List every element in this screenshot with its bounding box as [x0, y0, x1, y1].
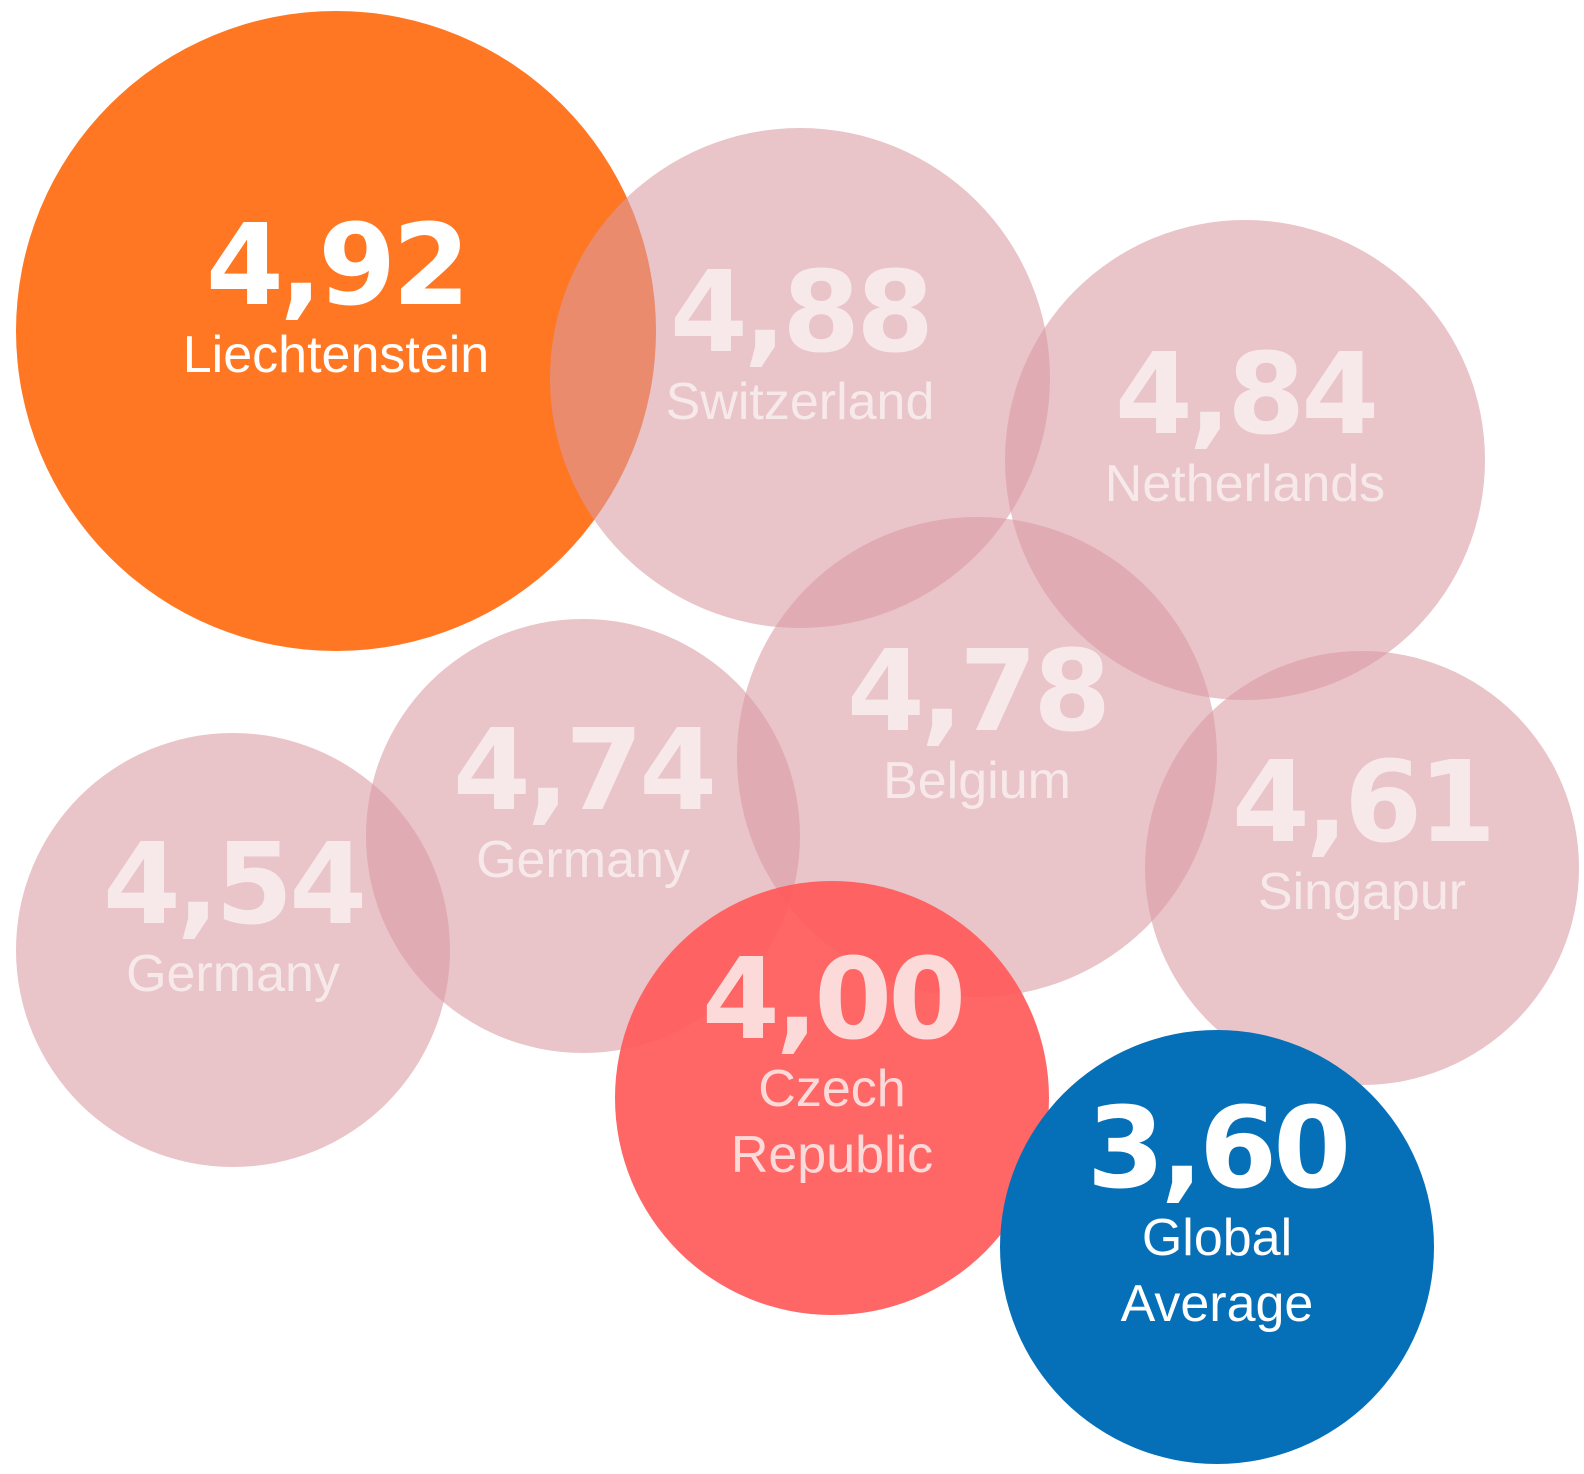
bubble-label: 4,74 Germany: [431, 504, 735, 1104]
category-label: Switzerland: [665, 373, 935, 431]
category-label: Czech Republic: [730, 1060, 934, 1184]
bubble-label: 4,92 Liechtenstein: [112, 0, 560, 599]
bubble: [550, 128, 1050, 628]
bubble: [615, 881, 1049, 1315]
value-label: 4,88: [669, 248, 934, 378]
value-label: 4,84: [1114, 330, 1379, 460]
bubble-label: 4,88 Switzerland: [625, 46, 975, 646]
value-label: 4,61: [1231, 738, 1496, 868]
bubble: [16, 11, 656, 651]
category-label: Netherlands: [1104, 455, 1386, 513]
value-label: 4,54: [102, 820, 367, 950]
bubble-label: 3,60 Global Average: [1065, 915, 1369, 1474]
value-label: 3,60: [1086, 1084, 1351, 1214]
category-label: Singapur: [1257, 863, 1467, 921]
value-label: 4,78: [846, 627, 1111, 757]
category-label: Belgium: [883, 752, 1071, 810]
value-label: 4,92: [205, 201, 470, 331]
bubble: [16, 733, 450, 1167]
bubble-label: 4,61 Singapur: [1210, 536, 1514, 1136]
category-label: Germany: [476, 831, 690, 889]
bubble: [737, 517, 1217, 997]
bubble: [1145, 651, 1579, 1085]
bubble-label: 4,00 Czech Republic: [680, 766, 984, 1366]
bubble: [1000, 1030, 1434, 1464]
bubble-label: 4,78 Belgium: [809, 425, 1145, 1025]
category-label: Global Average: [1120, 1209, 1314, 1333]
category-label: Germany: [126, 945, 340, 1003]
bubble-label: 4,84 Netherlands: [1077, 128, 1413, 728]
bubble-label: 4,54 Germany: [81, 618, 385, 1218]
value-label: 4,74: [452, 706, 717, 836]
category-label: Liechtenstein: [182, 326, 490, 384]
value-label: 4,00: [701, 935, 966, 1065]
